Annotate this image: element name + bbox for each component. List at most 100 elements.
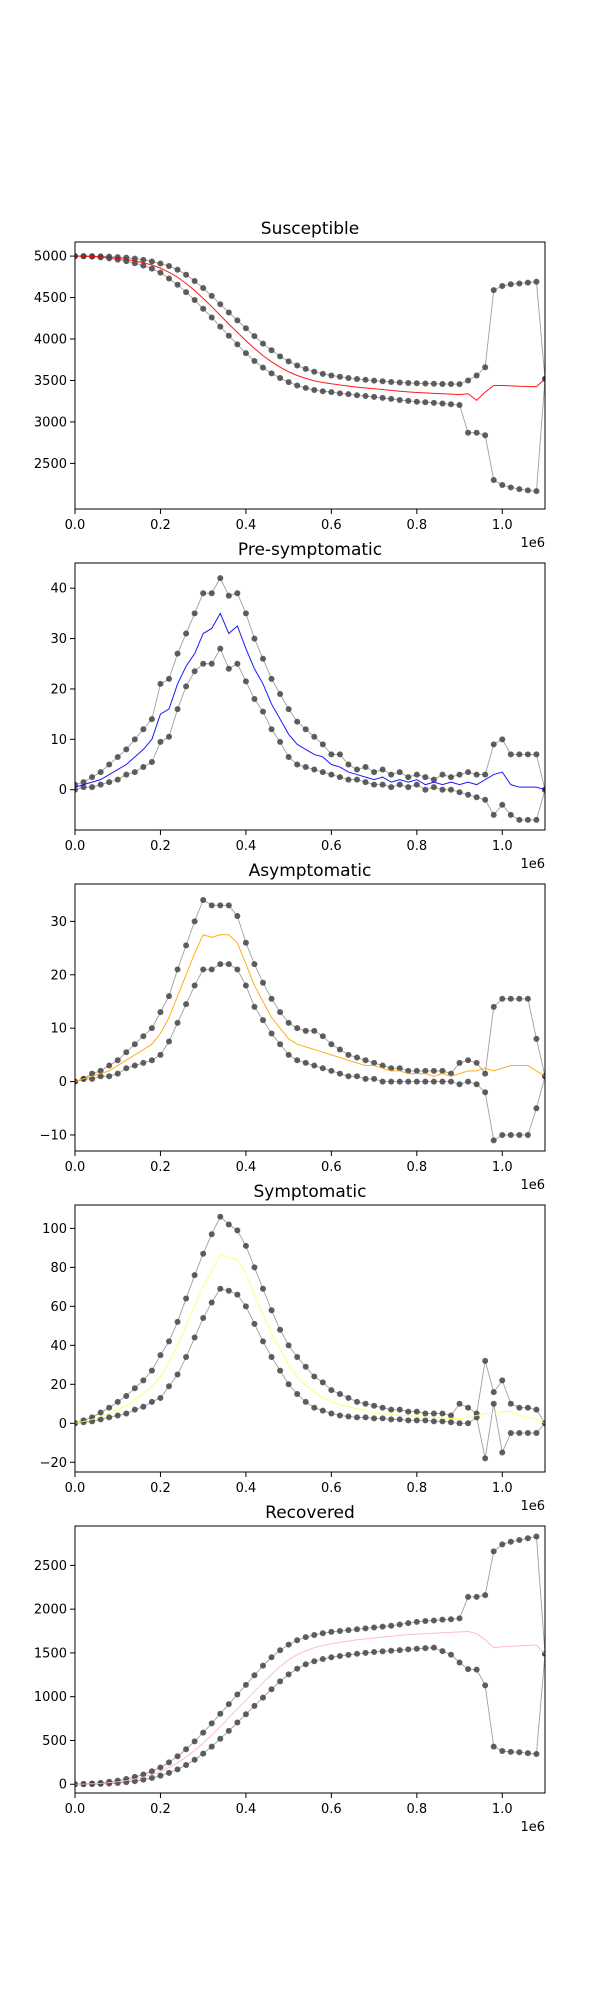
series-line-upper xyxy=(75,899,545,1083)
lower-point xyxy=(388,395,395,402)
upper-point xyxy=(148,1025,155,1032)
lower-point xyxy=(106,1414,113,1421)
upper-point xyxy=(251,635,258,642)
x-tick-label: 1.0 xyxy=(492,1160,513,1175)
upper-point xyxy=(268,995,275,1002)
upper-point xyxy=(157,1009,164,1016)
plot-area xyxy=(75,1533,545,1788)
upper-point xyxy=(388,771,395,778)
upper-point xyxy=(345,1051,352,1058)
upper-point xyxy=(465,1593,472,1600)
upper-point xyxy=(336,1391,343,1398)
lower-point xyxy=(507,1131,514,1138)
upper-point xyxy=(507,995,514,1002)
upper-point xyxy=(157,680,164,687)
x-offset-label: 1e6 xyxy=(520,1178,545,1193)
series-line-mean xyxy=(75,1253,545,1424)
lower-point xyxy=(371,393,378,400)
lower-point xyxy=(277,1678,284,1685)
upper-point xyxy=(319,1379,326,1386)
upper-point xyxy=(260,340,266,347)
upper-point xyxy=(285,706,292,713)
upper-point xyxy=(191,918,198,925)
upper-point xyxy=(448,1070,454,1077)
lower-point xyxy=(174,1766,181,1773)
lower-point xyxy=(396,1078,403,1085)
upper-point xyxy=(140,1377,147,1384)
lower-point xyxy=(354,392,360,399)
lower-point xyxy=(456,402,463,409)
upper-point xyxy=(191,1738,198,1745)
lower-point xyxy=(311,1658,318,1665)
upper-point xyxy=(183,271,190,278)
lower-point xyxy=(114,1070,121,1077)
y-tick-label: 20 xyxy=(50,682,67,697)
lower-point xyxy=(75,786,78,793)
upper-point xyxy=(413,1408,420,1415)
lower-point xyxy=(285,1051,292,1058)
lower-point xyxy=(268,1030,275,1037)
upper-point xyxy=(277,353,284,360)
lower-point xyxy=(396,396,403,403)
lower-point xyxy=(208,1299,215,1306)
lower-point xyxy=(131,769,138,776)
upper-point xyxy=(200,1729,207,1736)
lower-point xyxy=(302,384,309,391)
lower-point xyxy=(217,1285,224,1292)
lower-point xyxy=(166,1038,172,1045)
lower-point xyxy=(157,269,164,276)
plot-area xyxy=(75,575,545,823)
series-line-mean xyxy=(75,612,545,791)
x-tick-label: 0.4 xyxy=(236,1802,257,1817)
lower-point xyxy=(456,1081,463,1088)
lower-point xyxy=(183,1354,190,1361)
lower-point xyxy=(157,738,164,745)
chart-4: Recovered 0.0 0.2 0.4 0.6 0.8 1.0 0 500 1000 1500 2… xyxy=(34,1503,546,1835)
lower-point xyxy=(405,1646,412,1653)
lower-point xyxy=(507,484,514,491)
y-tick-label: 2500 xyxy=(34,457,67,472)
upper-point xyxy=(328,1041,335,1048)
y-tick-label: 30 xyxy=(50,632,67,647)
upper-point xyxy=(234,1227,241,1234)
lower-point xyxy=(499,801,506,808)
lower-point xyxy=(302,1059,309,1066)
upper-point xyxy=(328,1387,335,1394)
upper-point xyxy=(140,726,147,733)
x-tick-label: 0.6 xyxy=(321,1802,342,1817)
lower-point xyxy=(473,1081,480,1088)
x-tick-label: 0.6 xyxy=(321,1481,342,1496)
lower-point xyxy=(371,1649,378,1656)
lower-point xyxy=(191,982,198,989)
lower-point xyxy=(362,1649,369,1656)
lower-point xyxy=(114,776,121,783)
lower-point xyxy=(524,816,531,823)
lower-point xyxy=(371,1415,378,1422)
series-line-mean xyxy=(75,255,545,402)
upper-point xyxy=(490,741,497,748)
upper-point xyxy=(174,650,181,657)
x-tick-label: 0.8 xyxy=(406,839,427,854)
lower-point xyxy=(277,374,284,381)
upper-point xyxy=(114,1398,121,1405)
upper-point xyxy=(268,1654,275,1661)
lower-point xyxy=(106,255,113,262)
upper-point xyxy=(217,902,224,909)
chart-1: Pre-symptomatic 0.0 0.2 0.4 0.6 0.8 1.0 0 10 20 30… xyxy=(50,540,546,872)
upper-point xyxy=(336,1046,343,1053)
upper-point xyxy=(354,1054,360,1061)
axes-frame xyxy=(74,241,546,510)
y-tick-label: 4000 xyxy=(34,333,67,348)
upper-point xyxy=(524,751,531,758)
lower-point xyxy=(439,1078,446,1085)
lower-point xyxy=(336,1653,343,1659)
lower-point xyxy=(183,1761,190,1768)
upper-point xyxy=(456,381,463,388)
lower-point xyxy=(174,281,181,288)
upper-point xyxy=(80,779,87,786)
upper-point xyxy=(473,771,480,778)
upper-point xyxy=(422,774,429,781)
upper-point xyxy=(371,377,378,384)
upper-point xyxy=(131,736,138,743)
upper-point xyxy=(234,590,241,597)
